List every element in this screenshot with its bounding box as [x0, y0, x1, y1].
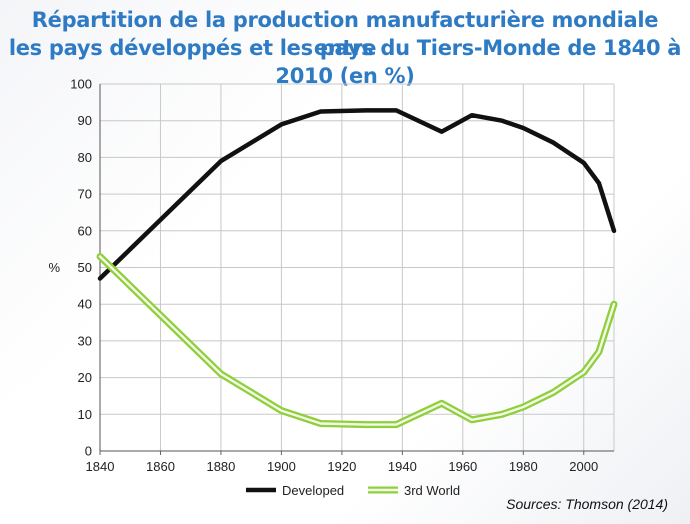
axes: 0 10 20 30 40 50 60 70 80 90 100 1840 1860 1880 1900 19… — [48, 77, 614, 474]
y-tick-label: 80 — [78, 150, 92, 165]
chart-title-line-1: Répartition de la production manufacturi… — [31, 8, 659, 60]
series-lines — [96, 108, 618, 429]
y-tick-label: 30 — [78, 333, 92, 348]
series-line-3rd-world-inner — [98, 255, 616, 426]
x-tick-label: 1900 — [267, 459, 296, 474]
x-tick-label: 2000 — [569, 459, 598, 474]
y-tick-label: 10 — [78, 407, 92, 422]
y-tick-label: 70 — [78, 187, 92, 202]
grid — [99, 83, 615, 452]
y-tick-label: 50 — [78, 260, 92, 275]
x-tick-label: 1880 — [206, 459, 235, 474]
legend: Developed 3rd World — [246, 483, 460, 498]
y-axis-label: % — [48, 260, 60, 275]
series-line-developed — [97, 108, 617, 281]
y-tick-label: 0 — [85, 444, 92, 459]
y-tick-label: 60 — [78, 223, 92, 238]
y-tick-label: 90 — [78, 113, 92, 128]
x-tick-label: 1920 — [327, 459, 356, 474]
y-tick-label: 100 — [70, 77, 92, 92]
x-tick-label: 1840 — [86, 459, 115, 474]
legend-label-3rd-world: 3rd World — [404, 483, 460, 498]
y-tick-label: 20 — [78, 370, 92, 385]
x-tick-label: 1940 — [388, 459, 417, 474]
x-tick-label: 1860 — [146, 459, 175, 474]
x-tick-label: 1980 — [509, 459, 538, 474]
legend-label-developed: Developed — [282, 483, 344, 498]
y-tick-label: 40 — [78, 297, 92, 312]
x-tick-label: 1960 — [448, 459, 477, 474]
source-note: Sources: Thomson (2014) — [506, 496, 668, 512]
